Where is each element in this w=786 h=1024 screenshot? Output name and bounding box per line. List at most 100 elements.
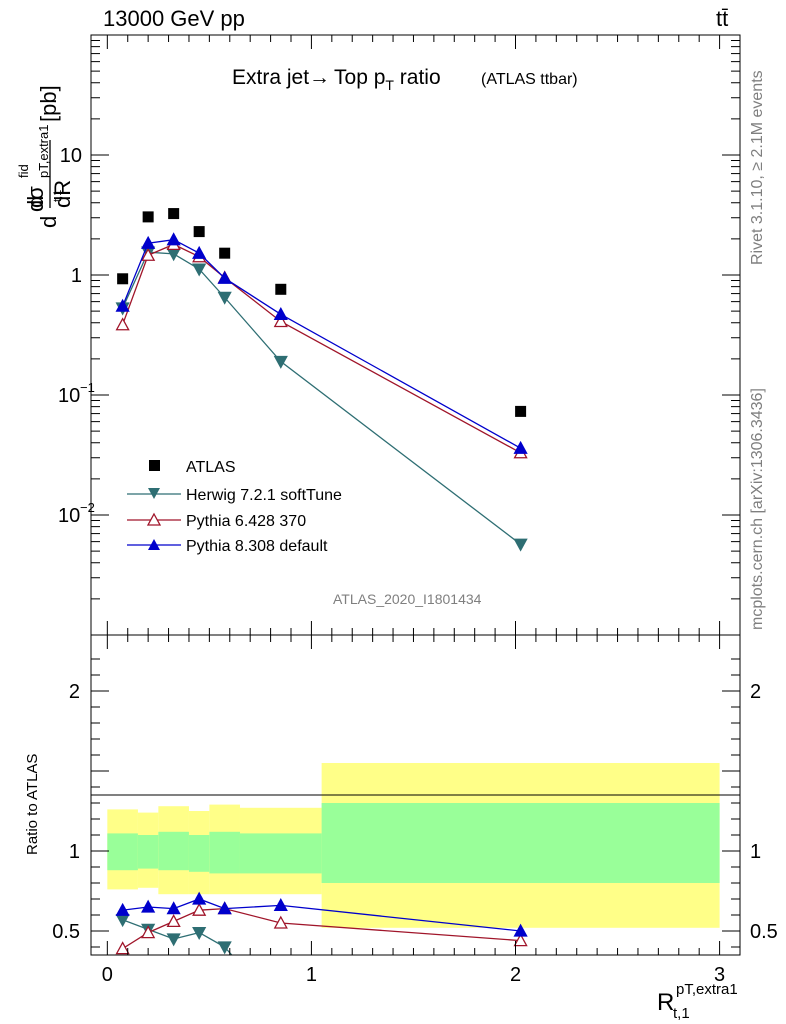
- ylabel-sigma-sup: fid: [16, 164, 31, 178]
- ylabel-unit: [pb]: [36, 85, 61, 122]
- title-part-b: Top p: [334, 66, 385, 89]
- data-point: [141, 235, 156, 249]
- title-arrow: →: [309, 66, 330, 89]
- xlabel-base: R: [657, 989, 674, 1016]
- main-series-pythia-8-308-default: [115, 232, 528, 454]
- plot-title: Extra jet→ Top pT ratio: [232, 66, 441, 93]
- data-point: [141, 925, 156, 939]
- ratio-plot: 2 2 1 1 0.5 0.5 0 1 2 3 Ratio to ATLAS R pT,extra…: [24, 634, 778, 1022]
- svg-text:1: 1: [71, 265, 82, 287]
- data-point: [217, 270, 232, 284]
- series-line: [121, 243, 521, 454]
- ratio-y-tick-label-left: 1: [69, 841, 80, 863]
- data-point: [192, 926, 207, 940]
- svg-text:−1: −1: [80, 380, 95, 395]
- data-point: [513, 933, 528, 947]
- data-point: [141, 899, 156, 913]
- title-part-c: ratio: [394, 66, 441, 89]
- legend-entry-pythia6: Pythia 6.428 370: [127, 512, 306, 530]
- main-y-tick-label: 10 −2: [58, 500, 95, 527]
- ratio-axis-ticks: 2 2 1 1 0.5 0.5 0 1 2 3: [52, 635, 778, 986]
- data-point: [513, 440, 528, 454]
- legend-label-pythia8: Pythia 8.308 default: [186, 538, 328, 555]
- main-y-tick-label: 10: [60, 145, 82, 167]
- ratio-y-tick-label-right: 0.5: [750, 921, 778, 943]
- legend-label-herwig: Herwig 7.2.1 softTune: [186, 487, 342, 504]
- data-point: [273, 306, 288, 320]
- data-point: [166, 901, 181, 915]
- data-point: [117, 273, 129, 285]
- main-y-tick-label: 1: [71, 265, 82, 287]
- ylabel-sigma: dσ: [23, 186, 48, 212]
- data-point: [142, 211, 154, 223]
- inner-band: [158, 831, 189, 871]
- ratio-y-tick-label-right: 2: [750, 681, 761, 703]
- data-point: [513, 923, 528, 937]
- main-series: [115, 208, 528, 552]
- header-process: tt̄: [716, 6, 728, 31]
- svg-text:−2: −2: [80, 500, 95, 515]
- data-point: [273, 314, 288, 328]
- data-point: [115, 298, 130, 312]
- data-point: [166, 933, 181, 947]
- legend-label-pythia6: Pythia 6.428 370: [186, 513, 306, 530]
- ratio-plot-frame: [90, 634, 741, 956]
- data-point: [192, 245, 207, 259]
- ylabel-d1: d: [23, 196, 48, 208]
- data-point: [193, 226, 205, 238]
- data-point: [192, 902, 207, 916]
- title-part-a: Extra jet: [232, 66, 309, 89]
- ratio-y-tick-label-left: 2: [69, 681, 80, 703]
- ratio-y-tick-label-left: 0.5: [52, 921, 80, 943]
- data-point: [217, 941, 232, 955]
- data-point: [192, 263, 207, 277]
- data-point: [115, 317, 130, 331]
- inner-band: [239, 833, 322, 874]
- data-point: [115, 902, 130, 916]
- main-y-tick-label: 10 −1: [58, 380, 95, 407]
- analysis-watermark: ATLAS_2020_I1801434: [333, 591, 482, 607]
- ratio-ylabel: Ratio to ATLAS: [24, 754, 41, 855]
- header-energy: 13000 GeV pp: [103, 6, 245, 31]
- x-tick-label: 1: [306, 964, 317, 986]
- xlabel-sub: t,1: [673, 1005, 690, 1022]
- data-point: [273, 915, 288, 929]
- inner-band: [209, 831, 240, 874]
- main-series-herwig-7-2-1-softtune: [115, 246, 528, 552]
- ratio-series: [115, 891, 528, 955]
- data-point: [217, 901, 232, 915]
- title-subscript: T: [385, 77, 394, 93]
- ylabel-d2: d: [36, 216, 61, 228]
- ratio-y-tick-label-right: 1: [750, 841, 761, 863]
- data-point: [217, 291, 232, 305]
- x-tick-label: 3: [714, 964, 725, 986]
- x-axis-label: R pT,extra1 t,1: [657, 981, 738, 1022]
- main-ylabel: d dσ fid pT,extra1 t,1 dR d [pb]: [16, 85, 75, 228]
- ylabel-dR: dR: [50, 180, 75, 208]
- legend-entry-pythia8: Pythia 8.308 default: [127, 538, 328, 555]
- inner-band: [107, 833, 138, 871]
- main-series-pythia-6-428-370: [115, 237, 528, 459]
- rivet-label: Rivet 3.1.10, ≥ 2.1M events: [749, 70, 766, 265]
- ylabel-sigma-sub: pT,extra1: [36, 125, 51, 178]
- data-point: [219, 247, 231, 259]
- inner-band: [321, 803, 720, 883]
- data-point: [192, 891, 207, 905]
- legend-entry-atlas: ATLAS: [149, 459, 236, 476]
- series-line: [122, 919, 233, 955]
- legend-entry-herwig: Herwig 7.2.1 softTune: [127, 487, 342, 504]
- data-point: [141, 247, 156, 261]
- data-point: [273, 898, 288, 912]
- legend: ATLAS Herwig 7.2.1 softTune Pythia 6.428…: [127, 459, 342, 555]
- data-point: [166, 914, 181, 928]
- data-point: [513, 538, 528, 552]
- svg-text:10: 10: [60, 145, 82, 167]
- data-point: [273, 355, 288, 369]
- inner-band: [188, 835, 210, 872]
- svg-text:10: 10: [58, 385, 80, 407]
- svg-text:10: 10: [58, 505, 80, 527]
- data-point: [275, 283, 287, 295]
